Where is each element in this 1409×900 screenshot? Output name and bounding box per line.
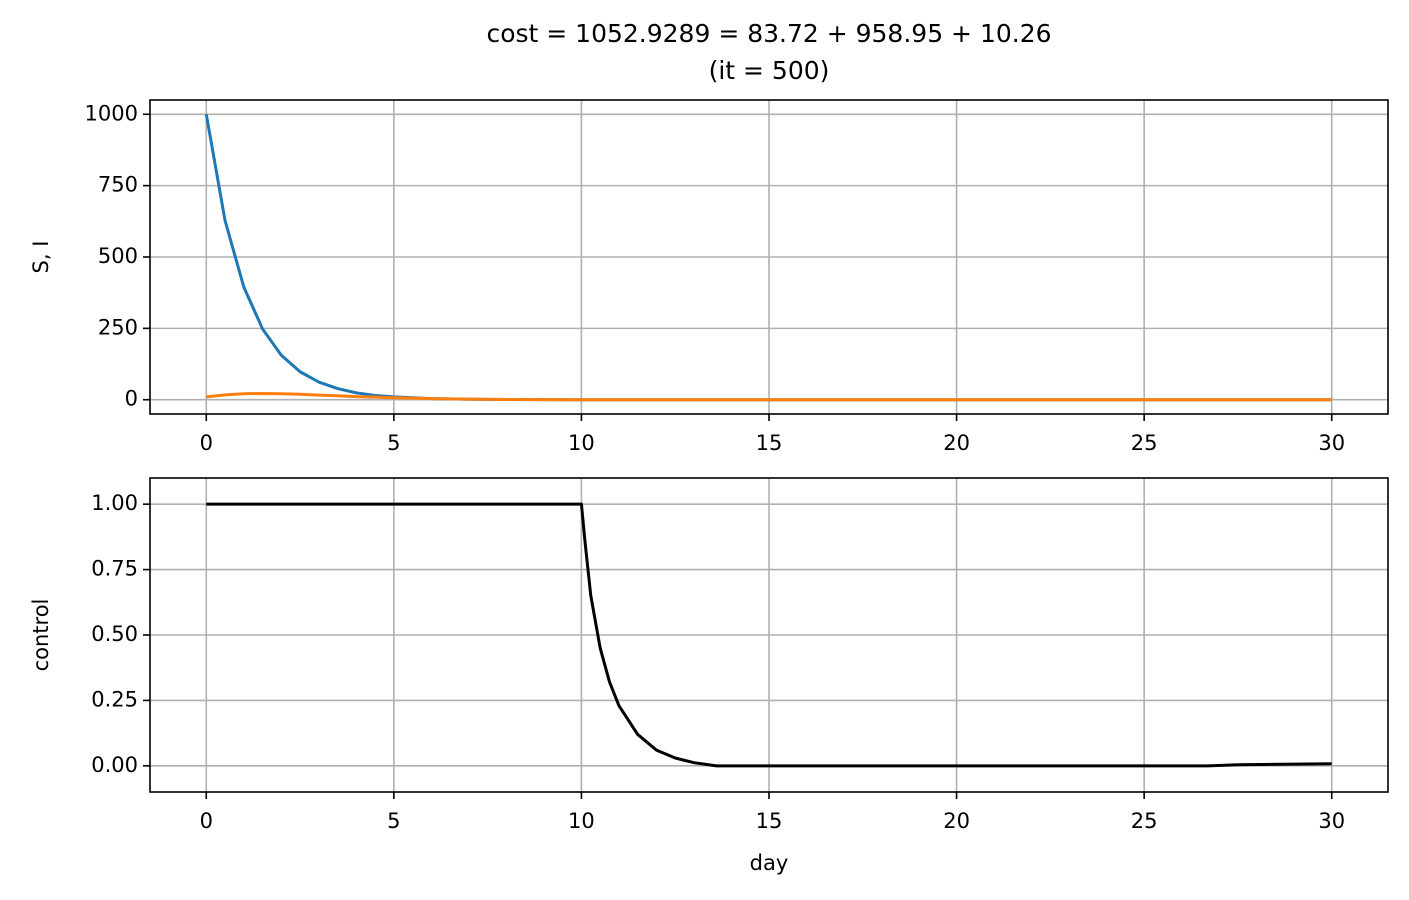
axes-frame — [149, 99, 1389, 415]
y-tick-label: 1.00 — [91, 491, 138, 515]
y-axis-label: S, I — [29, 241, 53, 274]
y-tick-label: 250 — [98, 315, 138, 339]
y-tick-label: 0.00 — [91, 753, 138, 777]
chart-subtitle: (it = 500) — [709, 56, 830, 85]
x-tick-label: 30 — [1318, 431, 1345, 455]
y-axis-label: control — [29, 599, 53, 672]
y-tick-label: 0.75 — [91, 557, 138, 581]
x-tick-label: 5 — [387, 809, 400, 833]
y-tick-label: 750 — [98, 173, 138, 197]
data-line — [206, 502, 1332, 768]
x-tick-label: 25 — [1131, 809, 1158, 833]
y-tick-label: 0.25 — [91, 687, 138, 711]
data-line — [206, 391, 1332, 402]
y-tick-label: 0.50 — [91, 622, 138, 646]
y-tick-label: 1000 — [85, 101, 138, 125]
x-tick-label: 30 — [1318, 809, 1345, 833]
x-tick-label: 20 — [943, 431, 970, 455]
x-tick-label: 25 — [1131, 431, 1158, 455]
y-tick-label: 500 — [98, 244, 138, 268]
x-tick-label: 10 — [568, 431, 595, 455]
x-tick-label: 5 — [387, 431, 400, 455]
y-tick-label: 0 — [125, 387, 138, 411]
x-axis-label: day — [750, 851, 789, 875]
x-tick-label: 0 — [200, 809, 213, 833]
x-tick-label: 15 — [756, 431, 783, 455]
x-tick-label: 15 — [756, 809, 783, 833]
x-tick-label: 0 — [200, 431, 213, 455]
x-tick-label: 20 — [943, 809, 970, 833]
x-tick-label: 10 — [568, 809, 595, 833]
axes-frame — [149, 477, 1389, 793]
chart-title: cost = 1052.9289 = 83.72 + 958.95 + 10.2… — [486, 19, 1051, 48]
